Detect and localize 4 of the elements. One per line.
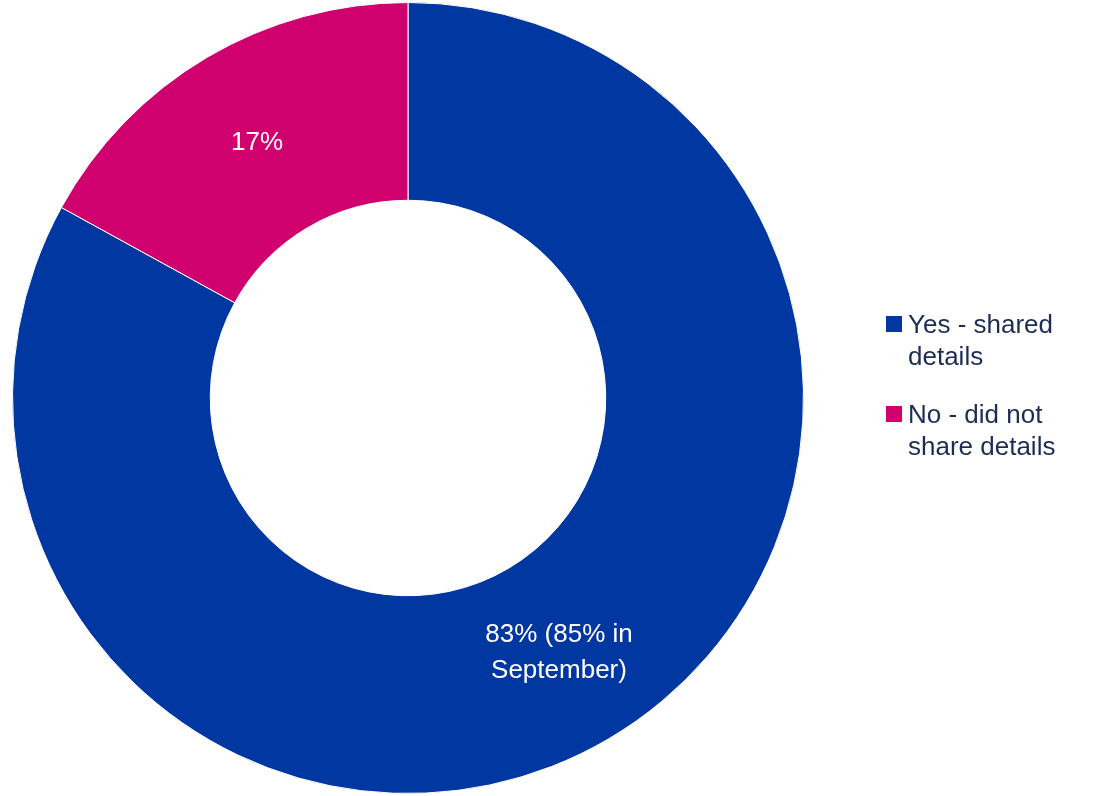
legend-label: No - did not share details bbox=[908, 398, 1057, 462]
data-label: 83% (85% in September) bbox=[485, 618, 633, 685]
legend-label: Yes - shared details bbox=[908, 308, 1055, 372]
data-label: 17% bbox=[230, 125, 284, 156]
